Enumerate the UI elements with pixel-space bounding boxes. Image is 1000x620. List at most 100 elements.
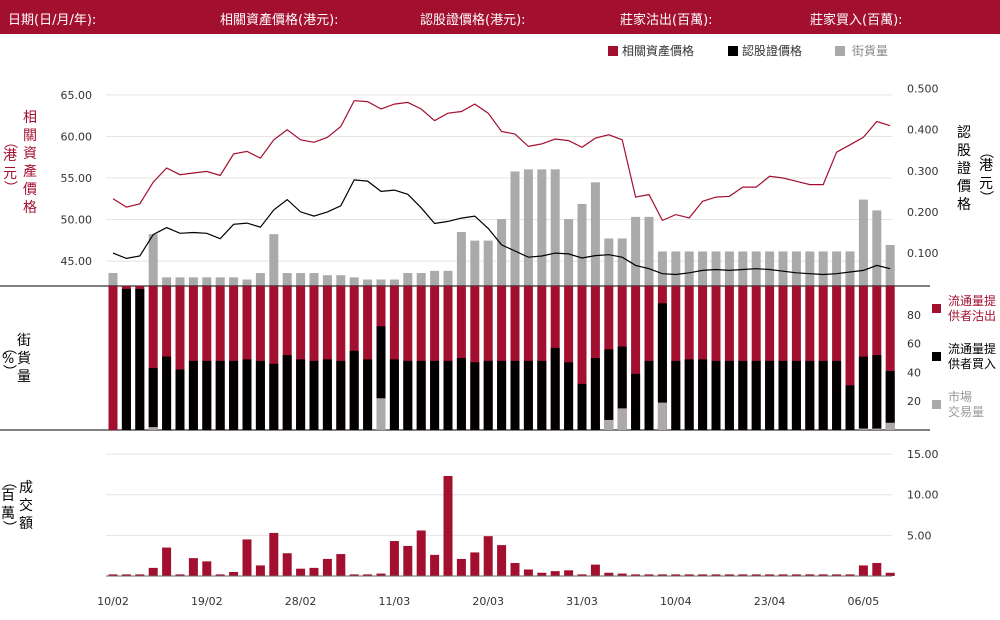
legend-sell-swatch <box>932 304 941 313</box>
outstanding-bar <box>497 219 507 286</box>
outstanding-bar <box>269 234 279 286</box>
buy-bar <box>778 360 788 430</box>
outstanding-bar <box>657 251 667 286</box>
market-bar <box>604 419 614 430</box>
buy-label: 莊家買入(百萬): <box>810 13 903 28</box>
sell-bar <box>443 286 453 430</box>
outstanding-bar <box>255 273 265 286</box>
outstanding-bar <box>791 251 801 286</box>
buy-bar <box>751 360 761 430</box>
sell-bar <box>644 286 654 430</box>
mid-axis-char: 量 <box>17 369 31 385</box>
sell-bar <box>269 286 279 430</box>
turnover-bar <box>296 568 306 576</box>
sell-bar <box>403 286 413 430</box>
market-bar <box>657 402 667 430</box>
buy-bar <box>336 360 346 430</box>
turnover-bar <box>631 574 641 576</box>
y-mid-tick-label: 20 <box>907 395 921 408</box>
turnover-bar <box>443 476 453 576</box>
outstanding-bar <box>631 216 641 286</box>
market-bar <box>617 408 627 430</box>
underlying-price-label: 相關資產價格(港元): <box>220 13 339 28</box>
sell-bar <box>738 286 748 430</box>
y-mid-tick-label: 60 <box>907 338 921 351</box>
buy-bar <box>188 360 198 430</box>
buy-bar <box>738 360 748 430</box>
turnover-bar <box>590 564 600 576</box>
buy-bar <box>684 359 694 430</box>
outstanding-bar <box>818 251 828 286</box>
sell-bar <box>363 286 373 430</box>
buy-bar <box>872 355 882 429</box>
sell-bar <box>818 286 828 430</box>
turnover-bar <box>309 567 319 576</box>
outstanding-bar <box>724 251 734 286</box>
buy-bar <box>818 360 828 430</box>
sell-bar <box>711 286 721 430</box>
outstanding-bar <box>845 251 855 286</box>
market-bar <box>885 422 895 430</box>
buy-bar <box>175 369 185 430</box>
turnover-bar <box>564 570 574 576</box>
turnover-bar <box>577 574 587 576</box>
outstanding-bar <box>175 277 185 286</box>
turnover-bar <box>162 547 172 576</box>
outstanding-bar <box>590 182 600 286</box>
sell-bar <box>322 286 332 430</box>
sell-bar <box>523 286 533 430</box>
buy-bar <box>550 347 560 430</box>
legend-warrant-label: 認股證價格 <box>742 43 802 58</box>
turnover-bar <box>363 574 373 576</box>
outstanding-bar <box>363 279 373 286</box>
x-tick-label: 10/04 <box>660 595 692 608</box>
buy-bar <box>698 359 708 430</box>
mid-axis-unit: % <box>1 352 15 367</box>
turnover-bar <box>255 565 265 576</box>
y-bottom-tick-label: 5.00 <box>907 529 932 542</box>
buy-bar <box>483 360 493 430</box>
buy-bar <box>510 360 520 430</box>
turnover-bar <box>872 562 882 576</box>
x-tick-label: 10/02 <box>97 595 129 608</box>
turnover-bar <box>751 574 761 576</box>
sell-bar <box>470 286 480 430</box>
turnover-bar <box>791 574 801 576</box>
y-right-tick-label: 0.300 <box>907 165 939 178</box>
y-bottom-tick-label: 10.00 <box>907 489 939 502</box>
y-right-tick-label: 0.400 <box>907 124 939 137</box>
turnover-bar <box>671 574 681 576</box>
buy-bar <box>322 359 332 430</box>
y-left-tick-label: 55.00 <box>61 172 93 185</box>
buy-bar <box>765 360 775 430</box>
sell-bar <box>175 286 185 430</box>
buy-bar <box>389 359 399 430</box>
sell-bar <box>389 286 399 430</box>
outstanding-bar <box>148 234 158 286</box>
right-axis-unit: 港 <box>979 158 993 174</box>
left-axis-paren: ︶ <box>4 181 18 197</box>
turnover-bar <box>724 574 734 576</box>
outstanding-bar <box>684 251 694 286</box>
sell-bar <box>751 286 761 430</box>
turnover-bar <box>510 562 520 576</box>
sell-bar <box>564 286 574 430</box>
sell-bar <box>229 286 239 430</box>
buy-bar <box>590 358 600 430</box>
sell-bar <box>537 286 547 430</box>
left-axis-char: 價 <box>23 182 37 198</box>
sell-bar <box>671 286 681 430</box>
turnover-bar <box>336 554 346 576</box>
mid-axis-paren: ︵ <box>3 341 17 357</box>
legend-underlying-swatch <box>608 46 618 56</box>
buy-bar <box>376 326 386 399</box>
outstanding-bar <box>577 203 587 286</box>
mid-axis-paren: ︶ <box>3 365 17 381</box>
y-left-tick-label: 50.00 <box>61 214 93 227</box>
underlying-price-line <box>112 100 891 222</box>
outstanding-bar <box>483 240 493 286</box>
outstanding-bar <box>805 251 815 286</box>
buy-bar <box>148 368 158 428</box>
buy-bar <box>430 360 440 430</box>
